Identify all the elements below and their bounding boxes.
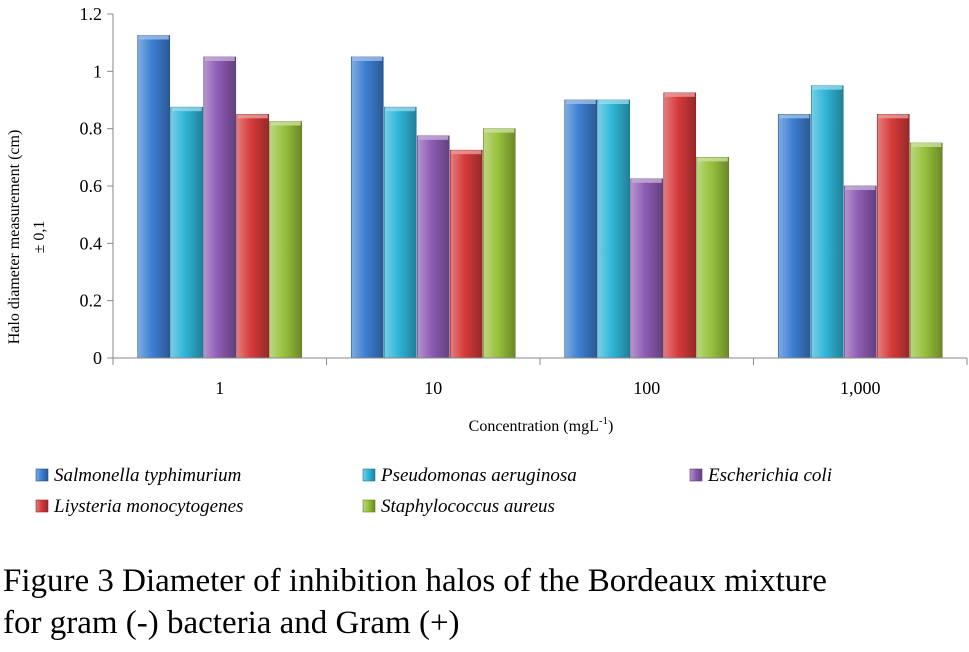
bar — [449, 149, 483, 359]
bar-chart: 0 0.2 0.4 0.6 0.8 1 1.2 1 10 100 1,000 Concentrat… — [6, 4, 968, 517]
bar — [269, 121, 303, 359]
y-tick-label: 0.6 — [80, 176, 103, 196]
bar-cap — [385, 107, 416, 112]
bar-cap — [138, 35, 169, 40]
bar — [810, 85, 844, 359]
bar — [170, 106, 204, 359]
bar-cap — [664, 92, 695, 97]
x-tick-label: 1,000 — [840, 378, 881, 398]
bar-cap — [878, 114, 909, 119]
legend-label: Salmonella typhimurium — [54, 465, 241, 486]
y-axis: 0 0.2 0.4 0.6 0.8 1 1.2 — [80, 4, 114, 368]
x-axis-title-end: ) — [608, 418, 613, 435]
bar-cap — [812, 85, 843, 90]
x-tick-label: 1 — [215, 378, 224, 398]
legend-swatch — [35, 499, 49, 513]
bar-cap — [565, 100, 596, 104]
bar — [350, 56, 384, 359]
legend-label: Staphylococcus aureus — [381, 496, 555, 517]
bar — [383, 106, 417, 359]
bar — [909, 142, 943, 359]
bar-cap — [451, 150, 482, 155]
figure-caption: Figure 3 Diameter of inhibition halos of… — [3, 560, 963, 644]
bar-cap — [631, 178, 662, 183]
x-axis-title: Concentration (mgL-1) — [469, 415, 614, 435]
x-tick-label: 100 — [633, 378, 660, 398]
bar-cap — [418, 135, 449, 140]
bar — [630, 178, 664, 359]
bar-cap — [911, 143, 942, 147]
bar — [696, 157, 730, 359]
legend-swatch — [35, 468, 49, 482]
y-tick-label: 0.8 — [80, 119, 103, 139]
bar — [482, 128, 516, 359]
legend-swatch — [362, 468, 376, 482]
bar — [663, 92, 697, 359]
y-axis-title-line2: ± 0,1 — [31, 221, 48, 254]
bar — [236, 114, 270, 359]
x-tick-label: 10 — [424, 378, 442, 398]
bar-cap — [171, 107, 202, 112]
bar — [137, 35, 171, 359]
bar-cap — [598, 100, 629, 104]
y-tick-label: 0 — [93, 348, 102, 368]
legend-label: Liysteria monocytogenes — [53, 496, 243, 517]
legend: Salmonella typhimurium Pseudomonas aerugi… — [35, 465, 832, 517]
bar-cap — [845, 186, 876, 190]
bar-cap — [270, 121, 301, 126]
y-tick-label: 0.2 — [80, 291, 103, 311]
bar — [564, 99, 598, 359]
y-axis-title-line1: Halo diameter measurement (cm) — [6, 130, 23, 345]
bar-cap — [484, 128, 515, 133]
bar-group — [137, 35, 943, 359]
x-axis-title-superscript: -1 — [599, 415, 608, 427]
bar-cap — [352, 57, 383, 61]
bar — [777, 114, 811, 359]
bar — [203, 56, 237, 359]
legend-swatch — [362, 499, 376, 513]
bar-cap — [697, 157, 728, 162]
bar-cap — [204, 57, 235, 61]
legend-label: Escherichia coli — [707, 465, 832, 486]
y-tick-label: 0.4 — [80, 233, 103, 253]
bar — [843, 185, 877, 359]
y-tick-label: 1 — [93, 61, 102, 81]
caption-line-2: for gram (-) bacteria and Gram (+) — [3, 605, 460, 641]
bar — [597, 99, 631, 359]
bar — [416, 135, 450, 359]
bar-cap — [237, 114, 268, 119]
y-axis-title: Halo diameter measurement (cm) ± 0,1 — [6, 130, 48, 345]
y-tick-label: 1.2 — [80, 4, 103, 24]
legend-swatch — [689, 468, 703, 482]
bar-cap — [779, 114, 810, 119]
x-axis: 1 10 100 1,000 — [112, 357, 968, 398]
bar — [876, 114, 910, 359]
caption-line-1: Figure 3 Diameter of inhibition halos of… — [3, 563, 827, 599]
legend-label: Pseudomonas aeruginosa — [380, 465, 577, 486]
